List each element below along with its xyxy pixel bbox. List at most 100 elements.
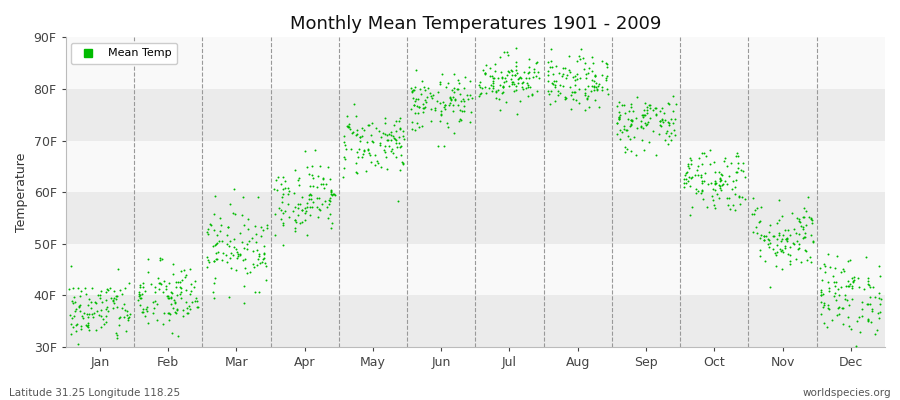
Point	[565, 74, 580, 80]
Point	[355, 154, 369, 160]
Point	[440, 120, 454, 126]
Point	[276, 210, 291, 216]
Point	[794, 259, 808, 265]
Point	[148, 283, 163, 290]
Point	[69, 320, 84, 327]
Point	[356, 148, 371, 154]
Point	[338, 156, 352, 162]
Point	[855, 306, 869, 312]
Point	[599, 61, 614, 67]
Point	[530, 59, 544, 66]
Point	[203, 220, 218, 227]
Point	[222, 294, 237, 300]
Point	[780, 236, 795, 242]
Point	[200, 229, 214, 236]
Point	[796, 235, 810, 242]
Point	[416, 105, 430, 111]
Point	[555, 82, 570, 89]
Point	[588, 73, 602, 79]
Point	[360, 139, 374, 146]
Point	[612, 127, 626, 133]
Point	[695, 178, 709, 185]
Point	[825, 317, 840, 323]
Point	[288, 227, 302, 234]
Point	[411, 96, 426, 102]
Point	[436, 143, 451, 150]
Point	[396, 136, 410, 142]
Point	[392, 118, 406, 124]
Point	[251, 253, 266, 259]
Point	[585, 54, 599, 60]
Point	[387, 135, 401, 141]
Point	[454, 98, 468, 104]
Point	[297, 205, 311, 212]
Point	[624, 121, 638, 127]
Point	[495, 90, 509, 96]
Point	[169, 279, 184, 285]
Point	[562, 83, 577, 90]
Point	[730, 169, 744, 175]
Point	[580, 96, 595, 102]
Point	[806, 238, 820, 244]
Point	[572, 86, 586, 92]
Point	[851, 275, 866, 281]
Point	[316, 181, 330, 188]
Point	[94, 324, 108, 330]
Point	[821, 301, 835, 308]
Point	[774, 266, 788, 272]
Point	[336, 174, 350, 180]
Point	[854, 313, 868, 320]
Point	[100, 304, 114, 310]
Point	[184, 299, 199, 305]
Point	[85, 311, 99, 318]
Point	[585, 77, 599, 83]
Point	[352, 146, 366, 152]
Point	[354, 134, 368, 141]
Point	[131, 290, 146, 297]
Point	[598, 60, 613, 66]
Point	[482, 72, 497, 79]
Point	[569, 97, 583, 104]
Point	[256, 256, 270, 262]
Point	[817, 302, 832, 308]
Point	[190, 298, 204, 304]
Point	[200, 264, 214, 270]
Point	[240, 226, 255, 232]
Point	[277, 208, 292, 214]
Point	[248, 239, 263, 245]
Point	[159, 293, 174, 299]
Point	[288, 217, 302, 224]
Point	[619, 146, 634, 152]
Point	[731, 160, 745, 166]
Point	[483, 82, 498, 88]
Point	[634, 112, 649, 118]
Point	[238, 264, 252, 271]
Point	[311, 214, 326, 220]
Point	[447, 85, 462, 92]
Point	[600, 86, 615, 92]
Point	[678, 172, 692, 178]
Point	[138, 313, 152, 319]
Point	[636, 107, 651, 114]
Point	[239, 240, 254, 247]
Point	[409, 66, 423, 73]
Point	[842, 302, 856, 308]
Point	[562, 67, 576, 73]
Point	[121, 312, 135, 318]
Point	[544, 58, 558, 64]
Point	[620, 133, 634, 140]
Point	[842, 278, 856, 284]
Point	[615, 129, 629, 135]
Point	[322, 195, 337, 201]
Point	[77, 310, 92, 316]
Point	[562, 69, 577, 76]
Point	[229, 246, 243, 253]
Point	[174, 285, 188, 291]
Point	[272, 204, 286, 211]
Point	[355, 124, 369, 131]
Point	[152, 280, 166, 286]
Point	[860, 278, 875, 284]
Point	[274, 207, 288, 213]
Point	[292, 176, 306, 183]
Point	[267, 186, 282, 192]
